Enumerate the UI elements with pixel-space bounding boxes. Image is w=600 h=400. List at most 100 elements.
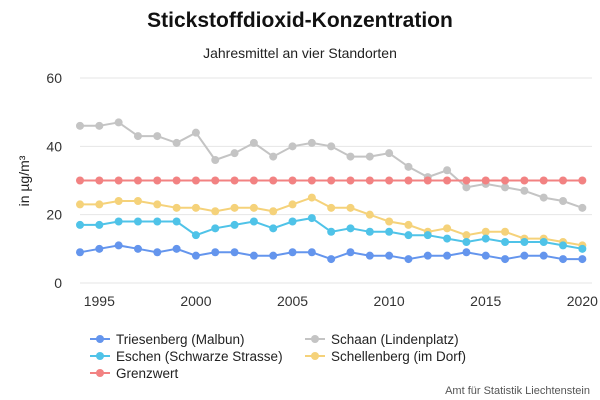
data-point (307, 214, 316, 223)
x-tick-label: 2005 (277, 293, 308, 309)
data-point (462, 183, 471, 192)
data-point (288, 217, 297, 226)
data-point (443, 224, 452, 233)
legend-label: Triesenberg (Malbun) (116, 332, 245, 347)
legend-item: Triesenberg (Malbun) (90, 332, 245, 347)
y-tick-label: 60 (46, 70, 62, 86)
data-point (365, 152, 374, 161)
data-point (327, 176, 336, 185)
legend-label: Grenzwert (116, 366, 179, 381)
data-point (172, 138, 181, 147)
data-point (172, 217, 181, 226)
series-1 (76, 214, 587, 253)
data-point (133, 132, 142, 141)
data-point (346, 224, 355, 233)
data-point (481, 176, 490, 185)
data-point (269, 207, 278, 216)
data-point (423, 251, 432, 260)
data-point (520, 186, 529, 195)
data-point (76, 220, 84, 229)
data-point (578, 176, 587, 185)
data-point (501, 176, 510, 185)
data-point (114, 118, 123, 127)
x-tick-label: 2015 (470, 293, 501, 309)
data-point (307, 176, 316, 185)
data-point (172, 176, 181, 185)
data-point (249, 203, 258, 212)
y-tick-label: 40 (46, 138, 62, 154)
data-point (578, 203, 587, 212)
data-point (346, 248, 355, 257)
data-point (559, 176, 568, 185)
data-point (501, 255, 510, 264)
data-point (230, 220, 239, 229)
data-point (249, 176, 258, 185)
data-point (443, 234, 452, 243)
data-point (211, 176, 220, 185)
data-point (114, 197, 123, 205)
data-point (501, 227, 510, 236)
data-point (443, 251, 452, 260)
data-point (327, 203, 336, 212)
data-point (443, 166, 452, 175)
x-tick-label: 2020 (567, 293, 598, 309)
data-point (288, 176, 297, 185)
legend-item: Grenzwert (90, 366, 179, 381)
data-point (133, 176, 142, 185)
data-point (153, 217, 162, 226)
data-point (520, 251, 529, 260)
y-tick-label: 20 (46, 207, 62, 223)
data-point (404, 231, 413, 240)
data-point (269, 251, 278, 260)
series-4 (76, 193, 587, 250)
legend-item: Schellenberg (im Dorf) (305, 349, 466, 364)
data-point (191, 176, 200, 185)
data-point (153, 132, 162, 141)
x-tick-label: 1995 (84, 293, 115, 309)
data-point (481, 251, 490, 260)
data-point (211, 156, 220, 164)
data-point (153, 248, 162, 257)
data-point (230, 248, 239, 257)
data-point (404, 255, 413, 264)
data-point (133, 217, 142, 226)
data-point (191, 203, 200, 212)
legend: Triesenberg (Malbun) Eschen (Schwarze Str… (90, 332, 466, 381)
data-point (76, 200, 84, 209)
data-point (230, 176, 239, 185)
data-point (559, 241, 568, 250)
data-point (462, 238, 471, 246)
series-layer (76, 118, 587, 264)
data-point (191, 128, 200, 137)
data-point (269, 176, 278, 185)
data-point (501, 238, 510, 246)
data-point (288, 248, 297, 257)
data-point (114, 241, 123, 250)
legend-label: Schellenberg (im Dorf) (331, 349, 466, 364)
data-point (520, 238, 529, 246)
data-point (385, 149, 394, 158)
data-point (539, 251, 548, 260)
data-point (95, 244, 104, 253)
data-point (559, 197, 568, 205)
data-point (211, 207, 220, 216)
data-point (230, 149, 239, 158)
data-point (76, 248, 84, 257)
data-point (307, 193, 316, 202)
data-point (133, 244, 142, 253)
data-point (559, 255, 568, 264)
data-point (76, 121, 84, 130)
x-tick-label: 2000 (180, 293, 211, 309)
data-point (327, 227, 336, 236)
data-point (365, 210, 374, 219)
data-point (481, 227, 490, 236)
data-point (133, 197, 142, 205)
data-point (423, 231, 432, 240)
data-point (288, 142, 297, 151)
data-point (385, 251, 394, 260)
data-point (76, 176, 84, 185)
legend-label: Schaan (Lindenplatz) (331, 332, 459, 347)
data-point (423, 176, 432, 185)
y-axis-label: in µg/m³ (16, 155, 32, 206)
